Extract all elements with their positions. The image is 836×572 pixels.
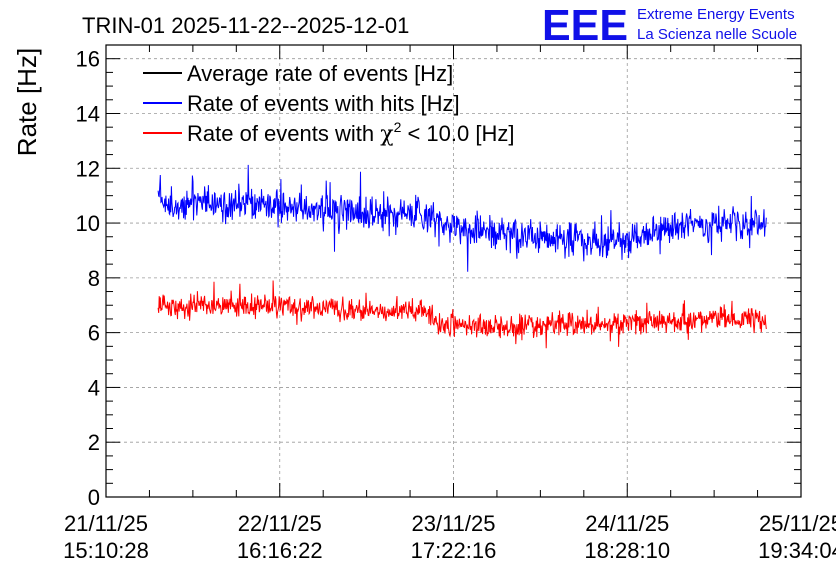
x-tick-time: 18:28:10 — [584, 538, 670, 563]
y-tick-label: 8 — [88, 266, 100, 291]
y-tick-label: 0 — [88, 485, 100, 510]
y-tick-label: 4 — [88, 375, 100, 400]
axis-ticks — [105, 44, 802, 498]
x-tick-date: 21/11/25 — [64, 511, 148, 536]
logo-line-1: Extreme Energy Events — [637, 6, 795, 23]
legend-label-hits: Rate of events with hits [Hz] — [187, 91, 460, 116]
logo-eee-text: EEE — [542, 1, 628, 50]
series-line-2 — [157, 280, 767, 349]
grid-lines — [106, 45, 802, 497]
logo-line-2: La Scienza nelle Scuole — [637, 26, 797, 43]
y-tick-label: 2 — [88, 430, 100, 455]
x-tick-date: 25/11/25 — [759, 511, 836, 536]
series-line-1 — [157, 164, 767, 272]
y-tick-label: 10 — [76, 211, 100, 236]
y-tick-label: 16 — [76, 47, 100, 72]
x-tick-time: 17:22:16 — [411, 538, 497, 563]
chart-title: TRIN-01 2025-11-22--2025-12-01 — [82, 13, 409, 38]
y-tick-labels: 0 2 4 6 8 10 12 14 16 — [76, 47, 100, 510]
y-tick-label: 12 — [76, 156, 100, 181]
x-tick-date: 22/11/25 — [238, 511, 322, 536]
y-axis-label: Rate [Hz] — [12, 48, 42, 156]
legend: Average rate of events [Hz] Rate of even… — [143, 61, 514, 147]
y-tick-label: 6 — [88, 321, 100, 346]
x-tick-time: 19:34:04 — [758, 538, 836, 563]
legend-label-average: Average rate of events [Hz] — [187, 61, 453, 86]
x-tick-time: 15:10:28 — [63, 538, 149, 563]
y-tick-label: 14 — [76, 101, 100, 126]
x-tick-date: 24/11/25 — [585, 511, 669, 536]
series-layer — [157, 164, 767, 349]
legend-label-chi2: Rate of events with χ2 < 10.0 [Hz] — [187, 119, 514, 147]
x-tick-time: 16:16:22 — [237, 538, 323, 563]
x-tick-date: 23/11/25 — [411, 511, 495, 536]
eee-logo: EEE Extreme Energy Events La Scienza nel… — [542, 1, 797, 50]
